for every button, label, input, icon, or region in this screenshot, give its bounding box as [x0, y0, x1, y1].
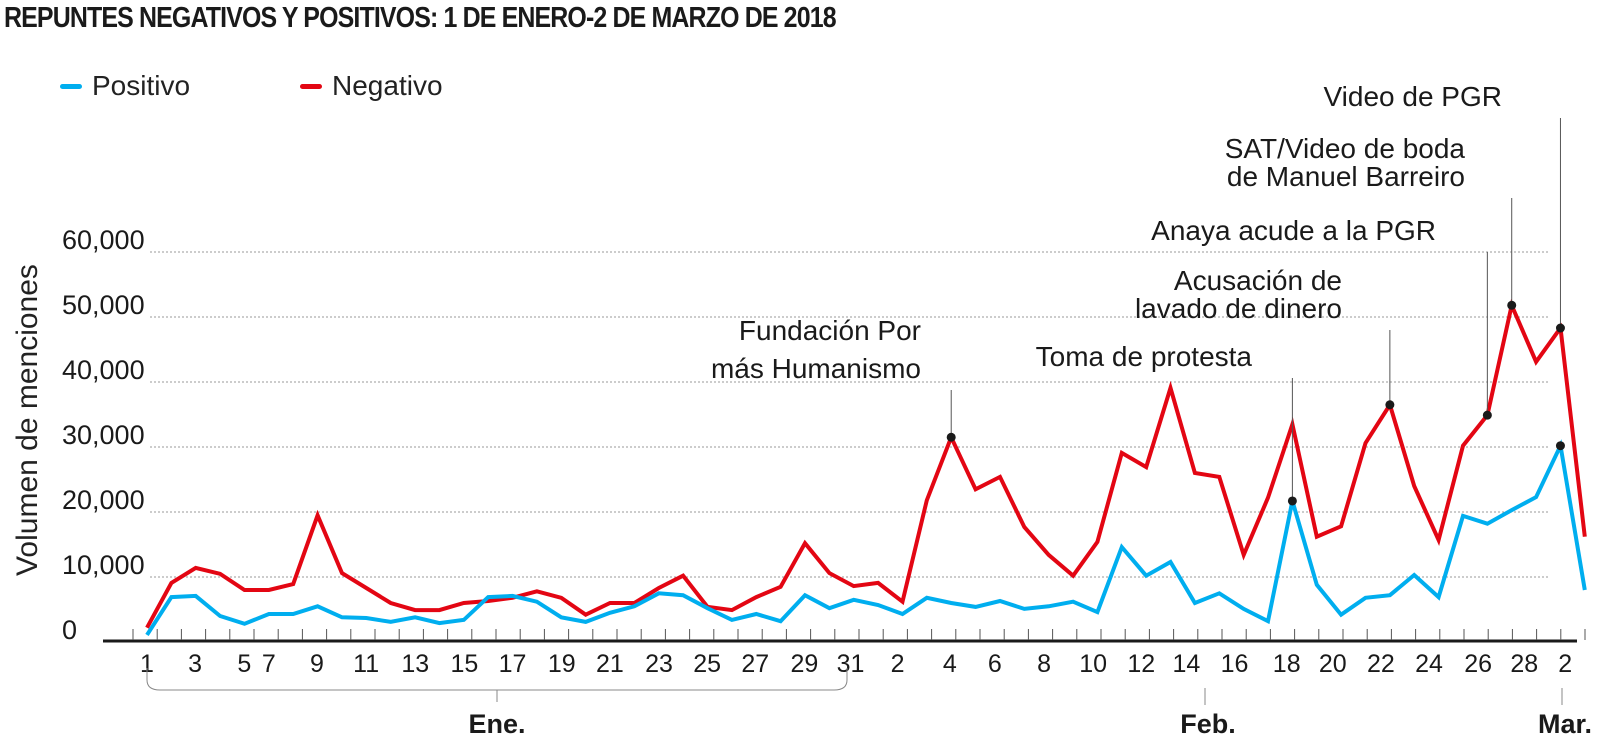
annotation-label: más Humanismo: [711, 353, 921, 384]
annotation-marker: [1482, 410, 1492, 420]
x-tick-label: 19: [548, 650, 576, 678]
annotation-label: Anaya acude a la PGR: [1151, 215, 1436, 246]
legend-label-negativo: Negativo: [332, 70, 443, 101]
y-tick-label: 60,000: [62, 225, 145, 255]
x-tick-label: 2: [1558, 650, 1572, 678]
positivo-swatch-icon: [60, 83, 82, 89]
x-tick-label: 6: [988, 650, 1002, 678]
annotation-label: de Manuel Barreiro: [1227, 161, 1465, 192]
annotation-marker: [1287, 496, 1297, 506]
x-tick-label: 4: [943, 650, 957, 678]
annotation-marker: [946, 432, 956, 442]
annotation-marker: [1385, 400, 1395, 410]
x-tick-label: 13: [401, 650, 429, 678]
x-tick-label: 26: [1464, 650, 1492, 678]
x-tick-label: 9: [310, 650, 324, 678]
annotation-label: Toma de protesta: [1036, 341, 1253, 372]
x-tick-label: 3: [188, 650, 202, 678]
x-tick-label: 12: [1127, 650, 1155, 678]
x-tick-label: 22: [1367, 650, 1395, 678]
x-tick-label: 28: [1510, 650, 1538, 678]
month-label: Feb.: [1180, 709, 1236, 739]
legend-item-negativo: Negativo: [300, 70, 443, 102]
x-tick-label: 16: [1221, 650, 1249, 678]
annotation-label: Video de PGR: [1324, 81, 1503, 112]
annotation-marker: [1507, 300, 1517, 310]
annotation-marker: [1555, 323, 1565, 333]
y-tick-label: 40,000: [62, 355, 145, 385]
x-tick-label: 5: [237, 650, 251, 678]
annotation-marker: [1555, 441, 1565, 451]
legend-label-positivo: Positivo: [92, 70, 191, 101]
chart-title: REPUNTES NEGATIVOS Y POSITIVOS: 1 DE ENE…: [4, 2, 837, 34]
x-tick-label: 2: [891, 650, 905, 678]
legend-item-positivo: Positivo: [60, 70, 190, 102]
x-tick-label: 8: [1037, 650, 1051, 678]
x-tick-label: 23: [645, 650, 673, 678]
x-tick-label: 20: [1319, 650, 1347, 678]
series-line-negativo: [145, 298, 1587, 629]
x-tick-label: 15: [451, 650, 479, 678]
x-tick-label: 7: [262, 650, 276, 678]
negativo-swatch-icon: [300, 83, 322, 89]
annotation-label: Fundación Por: [739, 315, 921, 346]
annotation-label: lavado de dinero: [1135, 293, 1342, 324]
x-tick-label: 14: [1172, 650, 1200, 678]
x-tick-label: 11: [353, 650, 379, 678]
x-tick-label: 24: [1415, 650, 1443, 678]
x-tick-label: 10: [1079, 650, 1107, 678]
x-tick-label: 21: [596, 650, 624, 678]
month-label: Ene.: [468, 709, 525, 739]
y-tick-label: 0: [62, 615, 77, 645]
x-tick-label: 31: [837, 650, 865, 678]
x-tick-label: 1: [140, 650, 154, 678]
month-label: Mar.: [1538, 709, 1592, 739]
x-tick-label: 17: [499, 650, 527, 678]
y-tick-label: 10,000: [62, 550, 145, 580]
annotation-label: Acusación de: [1174, 265, 1342, 296]
annotation-label: SAT/Video de boda: [1225, 133, 1466, 164]
x-tick-label: 18: [1273, 650, 1301, 678]
y-tick-label: 20,000: [62, 485, 145, 515]
x-tick-label: 27: [741, 650, 769, 678]
y-tick-label: 30,000: [62, 420, 145, 450]
x-tick-label: 25: [693, 650, 721, 678]
series-line-positivo: [145, 439, 1587, 636]
y-tick-label: 50,000: [62, 290, 145, 320]
x-tick-label: 29: [791, 650, 819, 678]
